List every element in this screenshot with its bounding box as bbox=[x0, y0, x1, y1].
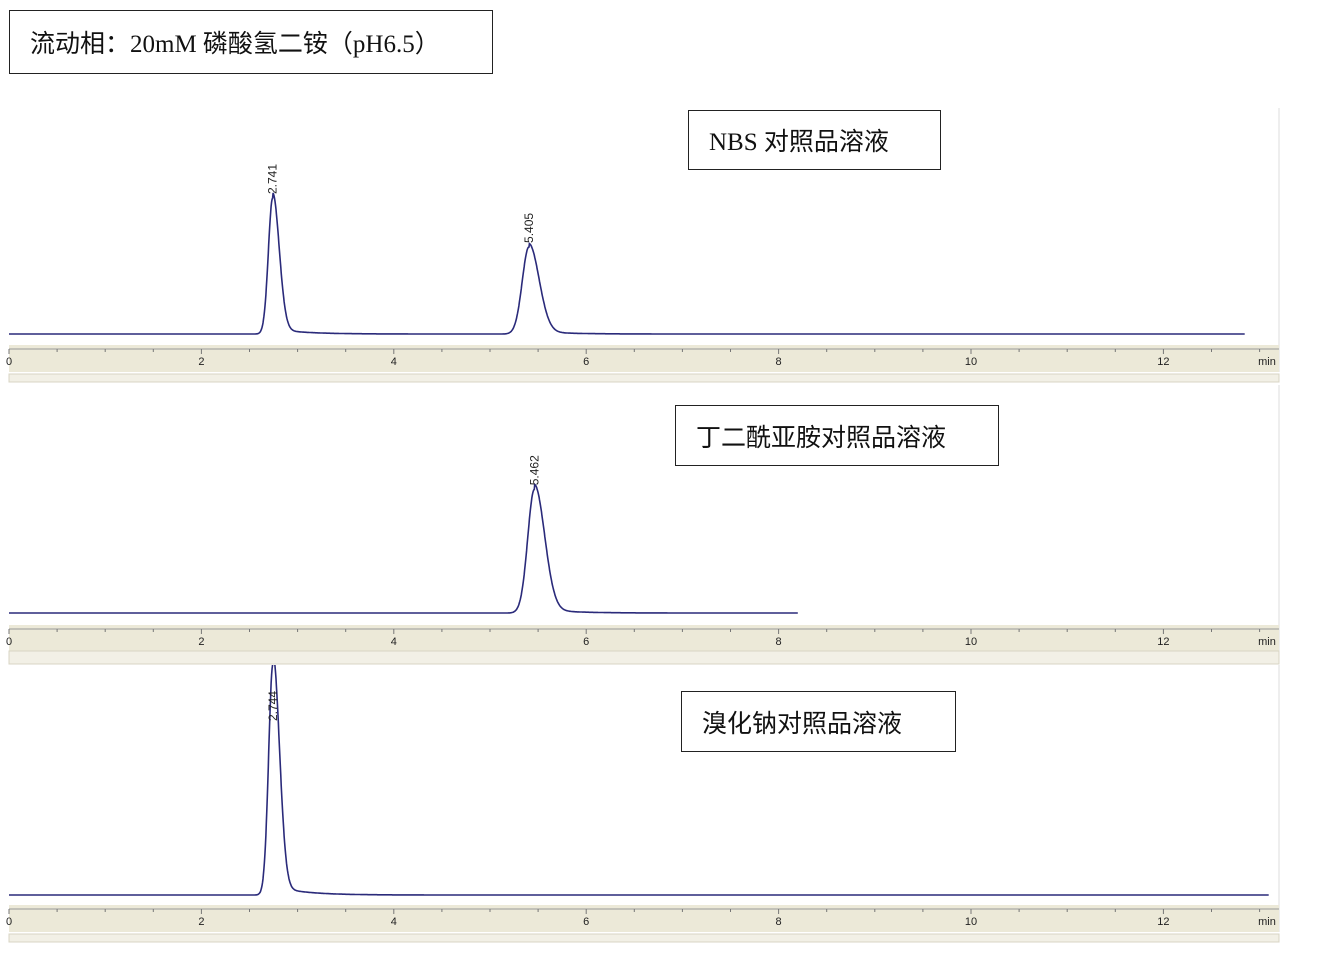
x-tick-label: 0 bbox=[6, 636, 12, 648]
panel-label-nbs: NBS 对照品溶液 bbox=[688, 110, 941, 170]
x-tick-label: 12 bbox=[1157, 356, 1169, 368]
chromatogram-trace bbox=[9, 654, 1269, 896]
x-tick-label: 2 bbox=[198, 356, 204, 368]
x-tick-label: 2 bbox=[198, 916, 204, 928]
panel-separator bbox=[8, 650, 1280, 665]
peak-label: 5.462 bbox=[527, 455, 541, 485]
x-axis-unit: min bbox=[1258, 916, 1276, 928]
x-tick-label: 6 bbox=[583, 356, 589, 368]
x-tick-label: 12 bbox=[1157, 916, 1169, 928]
x-axis-unit: min bbox=[1258, 636, 1276, 648]
x-tick-label: 4 bbox=[391, 356, 397, 368]
x-tick-label: 10 bbox=[965, 356, 977, 368]
x-tick-label: 12 bbox=[1157, 636, 1169, 648]
chromatogram-trace bbox=[9, 482, 798, 614]
x-tick-label: 10 bbox=[965, 916, 977, 928]
peak-label: 2.741 bbox=[266, 164, 280, 194]
x-tick-label: 2 bbox=[198, 636, 204, 648]
x-tick-label: 4 bbox=[391, 916, 397, 928]
peak-label: 2.744 bbox=[266, 691, 280, 721]
x-tick-label: 6 bbox=[583, 916, 589, 928]
chromatogram-trace bbox=[9, 192, 1245, 335]
x-tick-label: 8 bbox=[776, 636, 782, 648]
panel-separator bbox=[8, 933, 1280, 943]
panel-separator bbox=[8, 373, 1280, 383]
x-tick-label: 0 bbox=[6, 916, 12, 928]
panel-label-succinimide: 丁二酰亚胺对照品溶液 bbox=[675, 405, 999, 466]
x-tick-label: 4 bbox=[391, 636, 397, 648]
mobile-phase-title: 流动相：20mM 磷酸氢二铵（pH6.5） bbox=[9, 10, 493, 74]
x-tick-label: 0 bbox=[6, 356, 12, 368]
peak-label: 5.405 bbox=[522, 213, 536, 243]
x-axis-unit: min bbox=[1258, 356, 1276, 368]
x-tick-label: 6 bbox=[583, 636, 589, 648]
panel-label-sodium-bromide: 溴化钠对照品溶液 bbox=[681, 691, 956, 752]
x-tick-label: 10 bbox=[965, 636, 977, 648]
x-tick-label: 8 bbox=[776, 356, 782, 368]
x-tick-label: 8 bbox=[776, 916, 782, 928]
